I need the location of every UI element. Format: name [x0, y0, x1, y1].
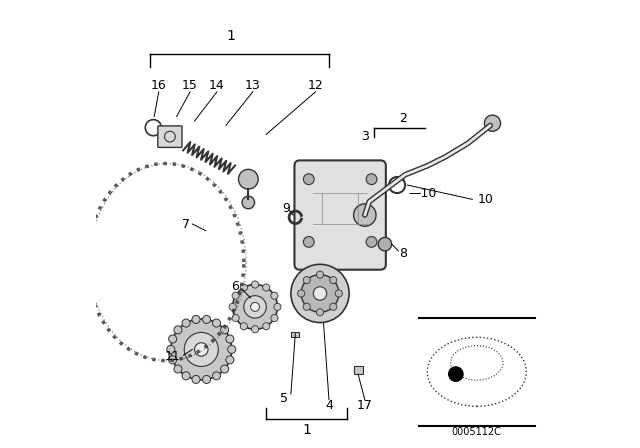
Bar	[291, 332, 299, 337]
Circle shape	[192, 375, 200, 383]
Circle shape	[484, 115, 500, 131]
Text: 14: 14	[209, 78, 225, 92]
Text: 7: 7	[182, 217, 189, 231]
Circle shape	[378, 237, 392, 251]
Circle shape	[228, 345, 236, 353]
Circle shape	[291, 264, 349, 323]
Circle shape	[354, 204, 376, 226]
Circle shape	[195, 343, 208, 356]
Circle shape	[240, 323, 248, 330]
Circle shape	[167, 345, 175, 353]
Circle shape	[240, 284, 248, 291]
Bar	[353, 366, 364, 374]
Circle shape	[316, 271, 324, 278]
Text: 3: 3	[361, 130, 369, 143]
Circle shape	[303, 303, 310, 310]
Circle shape	[202, 375, 211, 383]
Text: 10: 10	[478, 193, 493, 206]
Circle shape	[316, 309, 324, 316]
Circle shape	[271, 314, 278, 322]
Text: 16: 16	[151, 78, 166, 92]
Text: 13: 13	[245, 78, 260, 92]
Circle shape	[182, 319, 190, 327]
Text: 2: 2	[399, 112, 407, 125]
Text: 11: 11	[164, 349, 180, 363]
Circle shape	[244, 296, 266, 318]
Circle shape	[271, 292, 278, 299]
Circle shape	[229, 303, 236, 310]
Circle shape	[184, 332, 218, 366]
Circle shape	[449, 367, 463, 381]
Circle shape	[366, 174, 377, 185]
Circle shape	[252, 326, 259, 333]
Circle shape	[303, 237, 314, 247]
Circle shape	[182, 372, 190, 380]
Text: 8: 8	[399, 246, 407, 260]
Circle shape	[251, 302, 260, 311]
Circle shape	[232, 314, 239, 322]
Circle shape	[262, 323, 270, 330]
Circle shape	[233, 284, 278, 329]
Circle shape	[303, 174, 314, 185]
Circle shape	[168, 335, 177, 343]
Circle shape	[330, 276, 337, 284]
Circle shape	[303, 276, 310, 284]
Circle shape	[298, 290, 305, 297]
Circle shape	[366, 237, 377, 247]
Circle shape	[212, 319, 221, 327]
Circle shape	[168, 356, 177, 364]
Circle shape	[226, 335, 234, 343]
Circle shape	[174, 365, 182, 373]
Text: 0005112C: 0005112C	[452, 427, 502, 437]
FancyBboxPatch shape	[294, 160, 386, 270]
Text: 9: 9	[282, 202, 291, 215]
Text: 12: 12	[308, 78, 323, 92]
Circle shape	[221, 365, 228, 373]
Text: —10: —10	[409, 187, 437, 201]
Circle shape	[221, 326, 228, 334]
Circle shape	[314, 287, 327, 300]
Text: 17: 17	[357, 399, 372, 412]
Circle shape	[226, 356, 234, 364]
Circle shape	[239, 169, 258, 189]
Circle shape	[171, 319, 232, 380]
Text: 5: 5	[280, 392, 288, 405]
Text: 4: 4	[325, 399, 333, 412]
Circle shape	[202, 315, 211, 323]
Text: 1: 1	[302, 423, 311, 437]
Text: 1: 1	[226, 29, 235, 43]
Circle shape	[301, 275, 339, 312]
Circle shape	[252, 281, 259, 288]
Circle shape	[242, 196, 255, 209]
Circle shape	[330, 303, 337, 310]
Circle shape	[174, 326, 182, 334]
Circle shape	[232, 292, 239, 299]
Circle shape	[274, 303, 281, 310]
Circle shape	[212, 372, 221, 380]
Text: 15: 15	[182, 78, 198, 92]
Circle shape	[192, 315, 200, 323]
Circle shape	[335, 290, 342, 297]
Text: 6: 6	[231, 280, 239, 293]
FancyBboxPatch shape	[158, 126, 182, 147]
Circle shape	[262, 284, 270, 291]
